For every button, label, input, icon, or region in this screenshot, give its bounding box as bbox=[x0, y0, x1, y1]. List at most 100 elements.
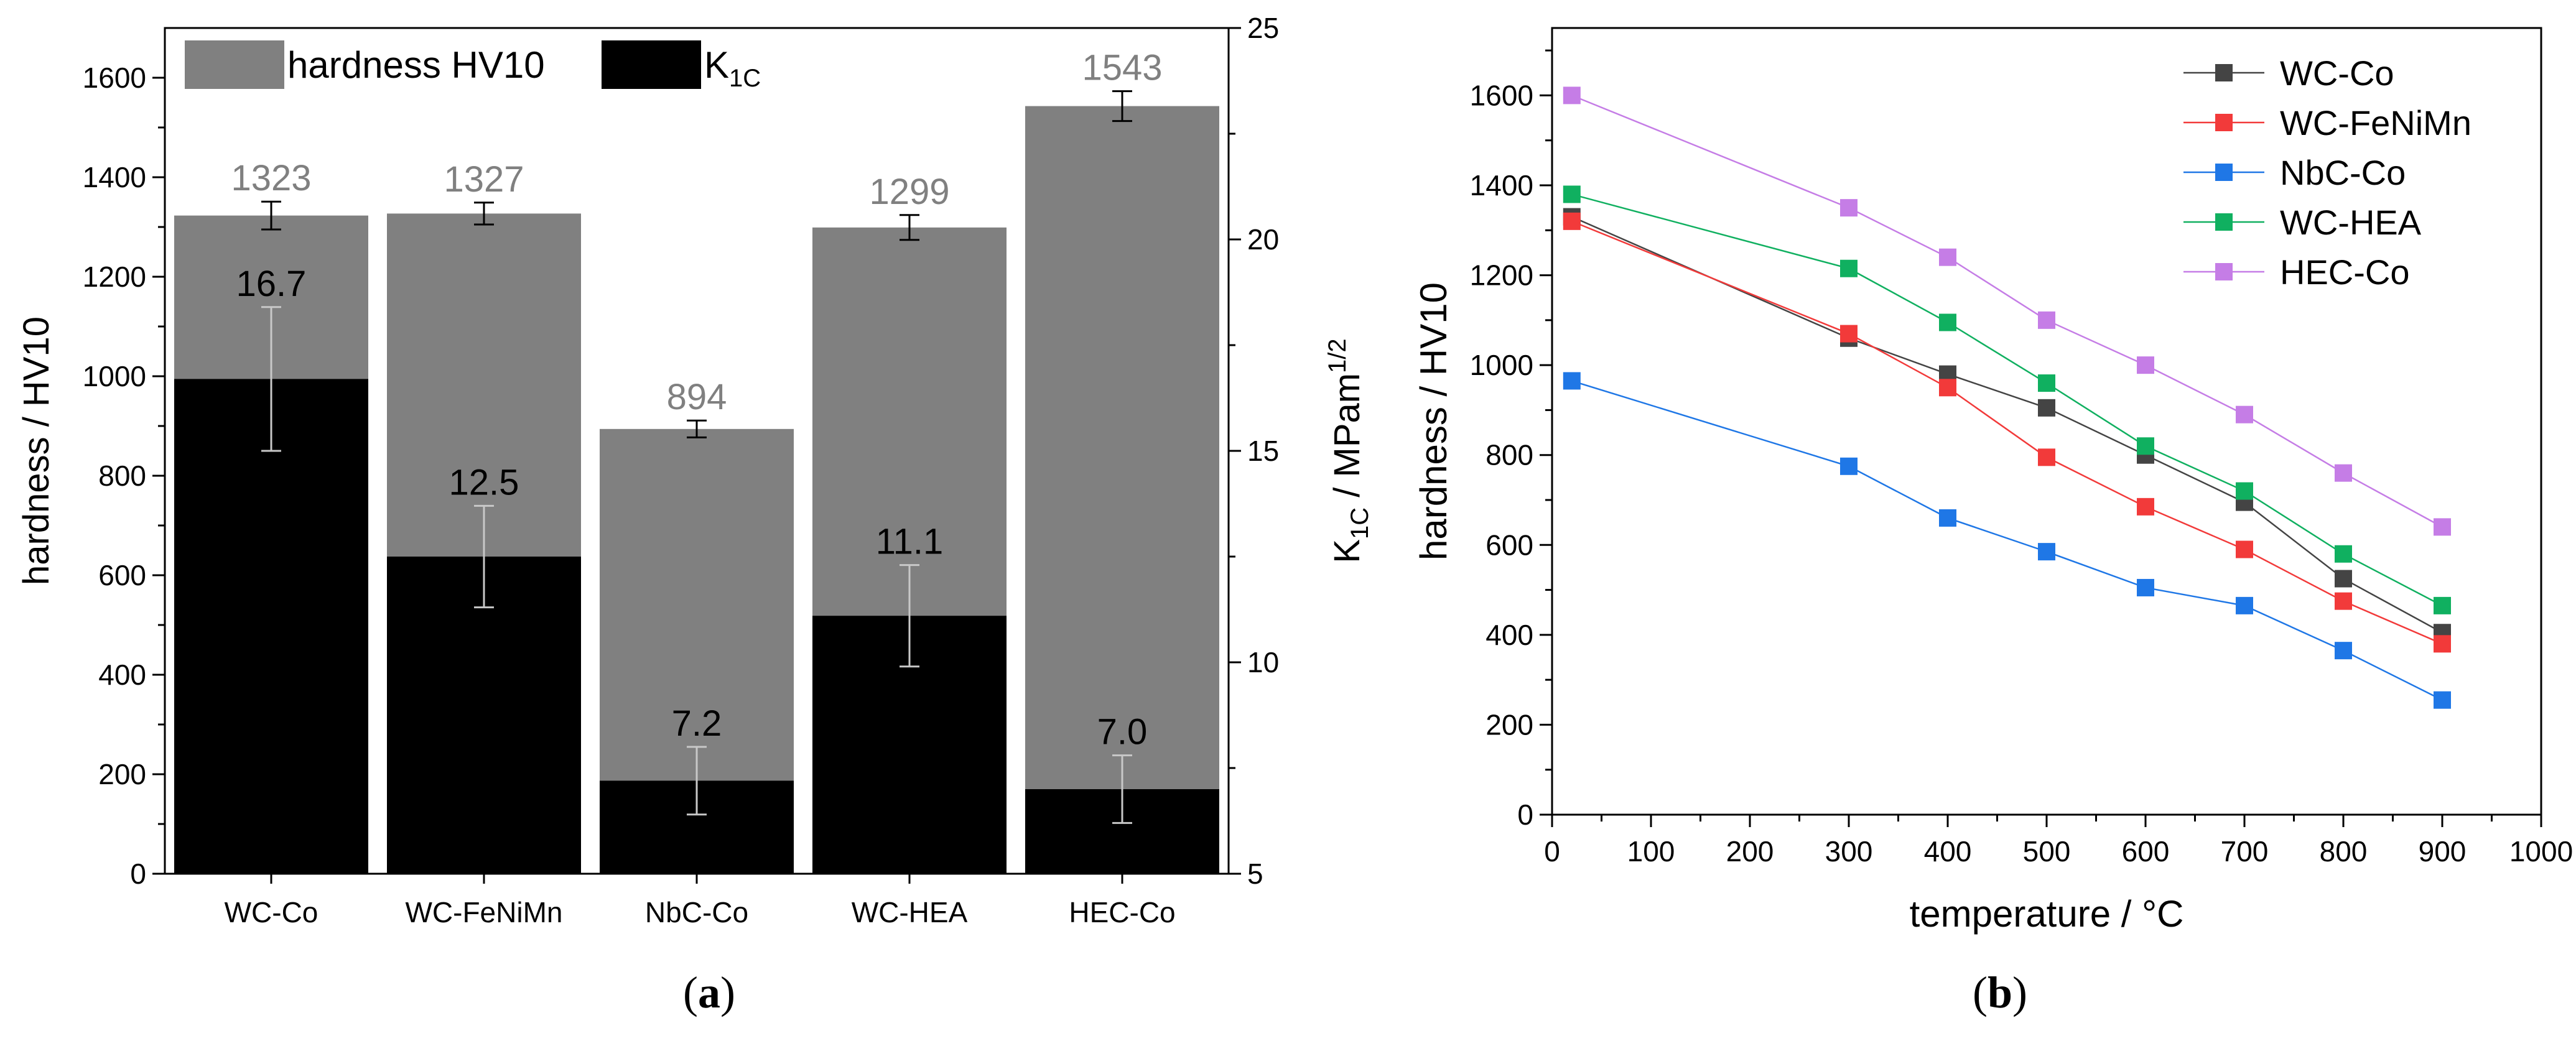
data-point bbox=[1563, 372, 1581, 390]
data-point bbox=[2236, 405, 2253, 423]
data-label-k1c: 7.2 bbox=[672, 703, 722, 744]
panel-letter-a: a bbox=[698, 968, 720, 1017]
bar-k1c bbox=[174, 379, 368, 874]
data-point bbox=[1563, 212, 1581, 230]
panel-b-line-chart: 0 100 200 300 400 500 600 700 800 900 1000 0 200 400… bbox=[1413, 27, 2573, 1017]
y-tick-label: 1200 bbox=[1470, 259, 1533, 292]
y-tick-label: 800 bbox=[1486, 439, 1533, 471]
data-point bbox=[1840, 457, 1858, 475]
series-line bbox=[1571, 193, 2443, 606]
y2-tick-label: 15 bbox=[1247, 435, 1279, 467]
y-tick-label: 200 bbox=[1486, 708, 1533, 741]
x-axis-label-b: temperature / °C bbox=[1910, 893, 2184, 935]
data-point bbox=[2038, 448, 2055, 466]
y2-tick-label: 5 bbox=[1247, 858, 1263, 890]
category-label: WC-HEA bbox=[852, 896, 968, 928]
bar-k1c bbox=[387, 557, 581, 874]
data-point bbox=[2038, 311, 2055, 329]
category-label: NbC-Co bbox=[645, 896, 748, 928]
y2-label-k: K bbox=[1327, 539, 1367, 563]
panel-letter-b: b bbox=[1988, 968, 2012, 1017]
data-label-k1c: 12.5 bbox=[449, 462, 519, 502]
y2-tick-label: 25 bbox=[1247, 12, 1279, 44]
x-tick-label: 1000 bbox=[2509, 835, 2573, 868]
legend-marker bbox=[2215, 263, 2233, 280]
x-tick-label: 900 bbox=[2419, 835, 2467, 868]
legend-label: WC-Co bbox=[2280, 53, 2394, 93]
y-axis-label-right: K1C / MPam1/2 bbox=[1324, 338, 1374, 563]
data-point bbox=[1840, 325, 1858, 343]
data-label-k1c: 7.0 bbox=[1097, 712, 1148, 752]
x-tick-label: 0 bbox=[1544, 835, 1560, 868]
x-tick-label: 700 bbox=[2221, 835, 2269, 868]
data-label-hardness: 1299 bbox=[869, 172, 949, 212]
data-point bbox=[2335, 545, 2352, 563]
legend-a: hardness HV10 K1C bbox=[185, 40, 761, 92]
x-tick-label: 300 bbox=[1825, 835, 1873, 868]
data-label-k1c: 16.7 bbox=[236, 264, 307, 304]
data-point bbox=[2137, 578, 2154, 596]
data-point bbox=[2137, 356, 2154, 374]
panel-label-b: (b) bbox=[1973, 968, 2027, 1017]
y-tick-label: 1400 bbox=[1470, 169, 1533, 201]
legend-marker bbox=[2215, 64, 2233, 81]
legend-k1c-sub: 1C bbox=[729, 65, 761, 92]
y-tick-label: 1000 bbox=[83, 360, 146, 392]
y-tick-label: 200 bbox=[98, 758, 146, 790]
data-label-hardness: 1543 bbox=[1082, 48, 1162, 88]
x-tick-label: 600 bbox=[2122, 835, 2170, 868]
y-tick-label: 0 bbox=[130, 858, 146, 890]
x-tick-label: 200 bbox=[1726, 835, 1774, 868]
legend-b: WC-Co WC-FeNiMn NbC-Co WC-HEA HEC-Co bbox=[2183, 53, 2471, 292]
data-point bbox=[2038, 399, 2055, 417]
x-tick-label: 100 bbox=[1627, 835, 1675, 868]
data-point bbox=[1939, 313, 1956, 331]
data-point bbox=[1840, 199, 1858, 217]
y-tick-label: 400 bbox=[98, 659, 146, 691]
data-point bbox=[1563, 86, 1581, 104]
series-line bbox=[1571, 380, 2443, 701]
data-point bbox=[2434, 691, 2451, 709]
category-label: HEC-Co bbox=[1069, 896, 1175, 928]
category-label: WC-FeNiMn bbox=[406, 896, 563, 928]
data-label-hardness: 1323 bbox=[231, 158, 311, 198]
data-point bbox=[2236, 596, 2253, 614]
legend-label: WC-FeNiMn bbox=[2280, 103, 2471, 142]
y2-label-sub: 1C bbox=[1346, 507, 1374, 539]
series-line bbox=[1571, 95, 2443, 528]
series-line bbox=[1571, 220, 2443, 645]
legend-swatch-k1c bbox=[602, 40, 701, 89]
legend-label: HEC-Co bbox=[2280, 252, 2409, 292]
y-tick-label: 1200 bbox=[83, 261, 146, 293]
data-point bbox=[2137, 498, 2154, 516]
data-point bbox=[2434, 596, 2451, 614]
y-axis-label-left: hardness / HV10 bbox=[16, 317, 57, 585]
y-tick-label: 1400 bbox=[83, 161, 146, 193]
data-point bbox=[2236, 482, 2253, 500]
data-point bbox=[1939, 248, 1956, 266]
legend-label-hardness: hardness HV10 bbox=[287, 44, 545, 86]
data-point bbox=[2335, 464, 2352, 482]
legend-swatch-hardness bbox=[185, 40, 284, 89]
legend-k1c-main: K bbox=[704, 44, 729, 86]
panel-a-bar-chart: 1323 16.7 1327 12.5 894 7.2 1299 11.1 1543 7.0 0 2… bbox=[16, 12, 1374, 1017]
data-point bbox=[2038, 374, 2055, 392]
y2-tick-label: 20 bbox=[1247, 223, 1279, 256]
legend-marker bbox=[2215, 213, 2233, 231]
data-point bbox=[2038, 543, 2055, 561]
y-tick-label: 1600 bbox=[1470, 79, 1533, 111]
x-tick-label: 800 bbox=[2320, 835, 2368, 868]
y2-tick-label: 10 bbox=[1247, 646, 1279, 678]
legend-marker bbox=[2215, 164, 2233, 181]
data-point bbox=[2434, 635, 2451, 653]
y-tick-label: 0 bbox=[1517, 798, 1533, 831]
data-point bbox=[2236, 540, 2253, 558]
y2-label-mid: / MPam bbox=[1327, 373, 1367, 507]
data-point bbox=[2335, 592, 2352, 610]
y-tick-label: 1600 bbox=[83, 62, 146, 94]
data-point bbox=[2137, 437, 2154, 455]
y-tick-label: 600 bbox=[1486, 529, 1533, 561]
data-label-hardness: 894 bbox=[667, 377, 727, 417]
category-label: WC-Co bbox=[225, 896, 319, 928]
